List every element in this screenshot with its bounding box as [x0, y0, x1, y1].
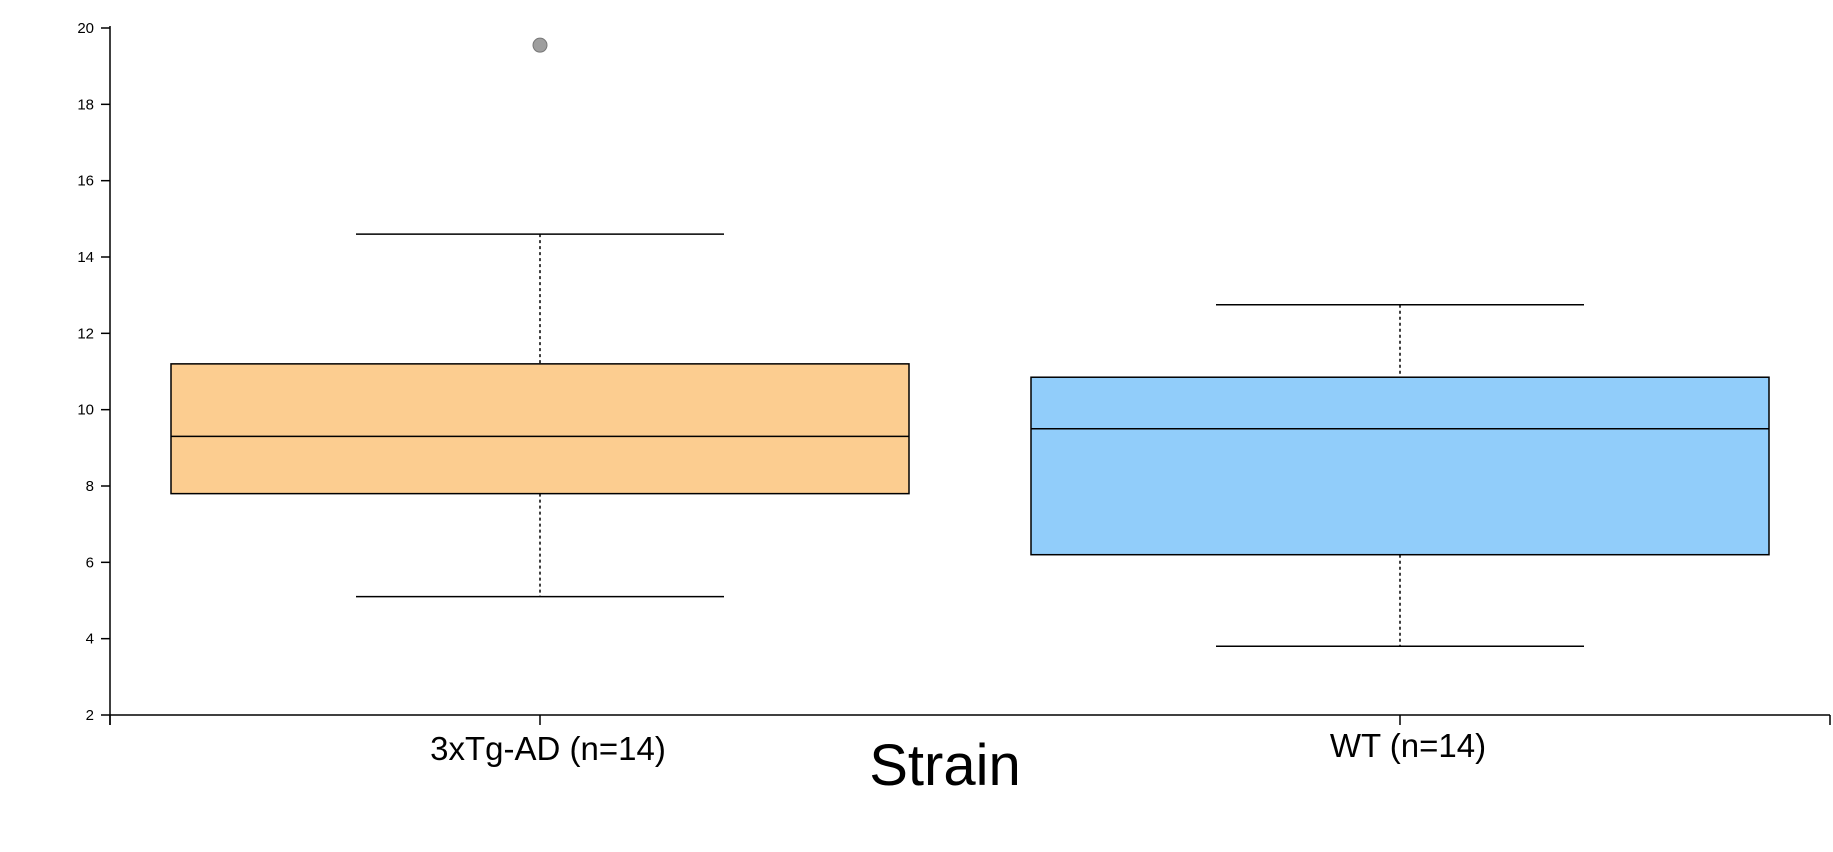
x-category-label: WT (n=14)	[1330, 727, 1486, 764]
y-tick-label: 20	[77, 20, 94, 37]
y-axis: 2 4 6 8 10 12 14 16 18 20	[77, 20, 111, 725]
boxes	[170, 37, 1770, 648]
box-iqr	[1030, 376, 1770, 556]
y-tick-label: 2	[86, 707, 94, 724]
outlier-point	[532, 37, 548, 53]
y-tick-label: 10	[77, 402, 94, 419]
y-tick-label: 14	[77, 249, 94, 266]
y-tick-label: 18	[77, 96, 94, 113]
box-iqr	[170, 363, 910, 495]
y-tick-label: 6	[86, 554, 94, 571]
box-group	[170, 37, 910, 598]
y-tick-label: 8	[86, 478, 94, 495]
box-group	[1030, 303, 1770, 648]
y-tick-label: 12	[77, 325, 94, 342]
y-tick-label: 4	[86, 631, 94, 648]
x-axis-label: Strain	[869, 733, 1021, 798]
x-axis: 3xTg-AD (n=14) WT (n=14)	[109, 714, 1831, 767]
y-tick-label: 16	[77, 173, 94, 190]
x-category-label: 3xTg-AD (n=14)	[430, 730, 666, 767]
